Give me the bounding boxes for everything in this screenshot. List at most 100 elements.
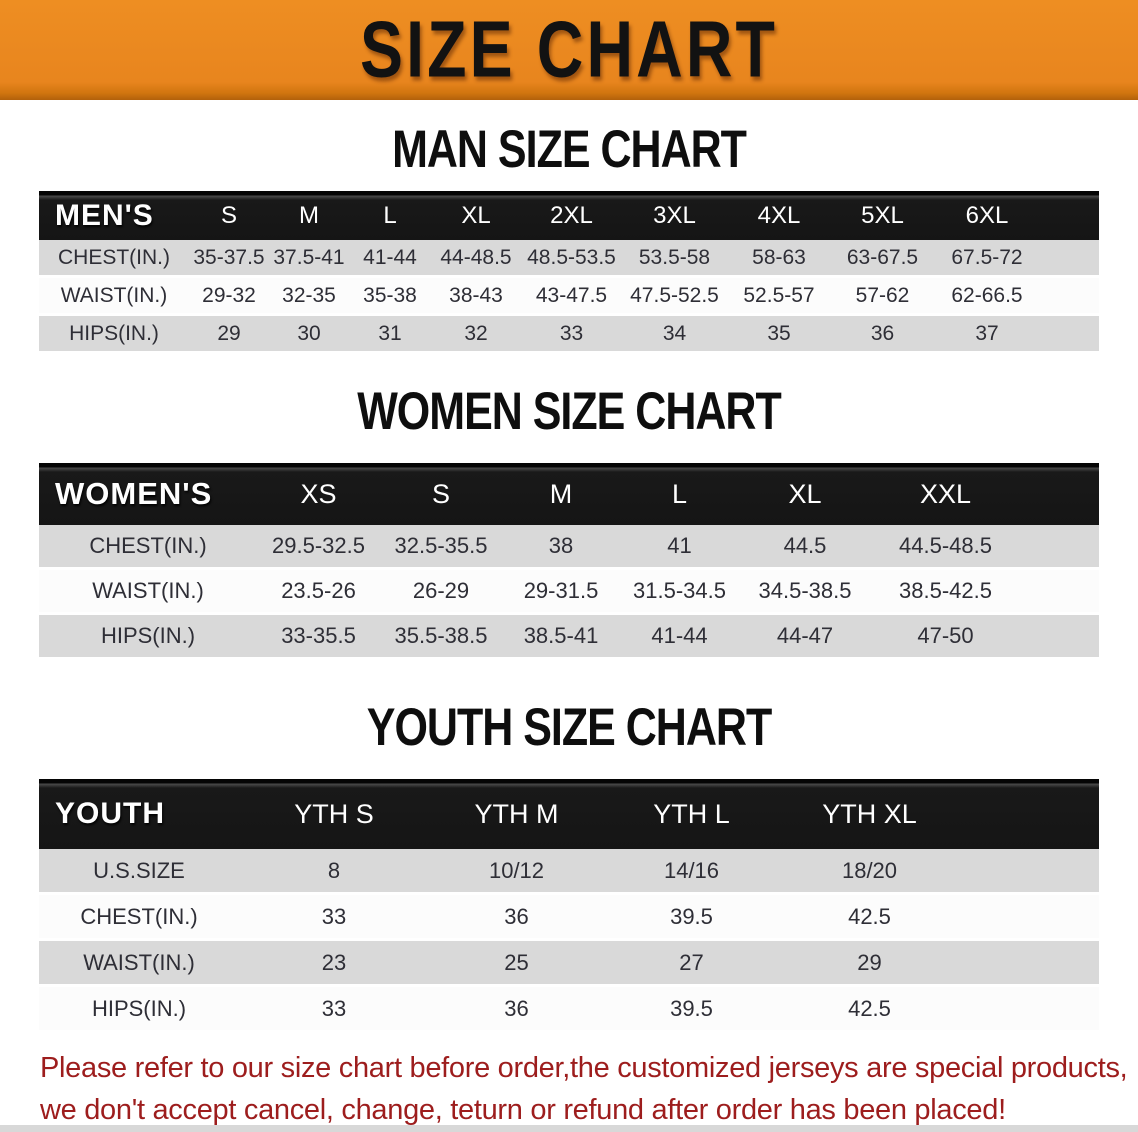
table-row: CHEST(IN.) 29.5-32.5 32.5-35.5 38 41 44.… [39, 525, 1099, 570]
table-row: HIPS(IN.) 33 36 39.5 42.5 [39, 985, 1099, 1033]
table-cell: 10/12 [429, 849, 604, 895]
table-cell: 29-32 [189, 276, 269, 316]
column-header: XS [257, 463, 380, 525]
size-chart-banner: SIZE CHART [0, 0, 1138, 100]
men-header-label: MEN'S [39, 191, 189, 240]
table-cell: 33-35.5 [257, 613, 380, 660]
women-size-table: WOMEN'S XS S M L XL XXL CHEST(IN.) 29.5-… [39, 463, 1099, 660]
table-cell: 30 [269, 314, 349, 354]
table-cell: 29.5-32.5 [257, 525, 380, 570]
table-row: WAIST(IN.) 23 25 27 29 [39, 939, 1099, 987]
table-row: CHEST(IN.) 33 36 39.5 42.5 [39, 893, 1099, 941]
column-header: XL [431, 191, 521, 240]
banner-title: SIZE CHART [359, 5, 779, 95]
table-cell: 25 [429, 939, 604, 987]
row-label: WAIST(IN.) [39, 568, 257, 615]
table-cell: 53.5-58 [622, 240, 727, 278]
table-cell: 32-35 [269, 276, 349, 316]
table-cell: 31 [349, 314, 431, 354]
table-row: WAIST(IN.) 23.5-26 26-29 29-31.5 31.5-34… [39, 568, 1099, 615]
table-cell: 29-31.5 [502, 568, 620, 615]
column-header: M [502, 463, 620, 525]
column-header: L [349, 191, 431, 240]
men-header-row: MEN'S S M L XL 2XL 3XL 4XL 5XL 6XL [39, 191, 1099, 240]
column-header: S [189, 191, 269, 240]
row-label: CHEST(IN.) [39, 240, 189, 278]
column-header: 6XL [934, 191, 1099, 240]
youth-section: YOUTH SIZE CHART [0, 699, 1138, 758]
column-header: 3XL [622, 191, 727, 240]
column-header: XXL [871, 463, 1099, 525]
table-cell: 33 [521, 314, 622, 354]
row-label: WAIST(IN.) [39, 939, 239, 987]
table-cell: 36 [429, 985, 604, 1033]
table-cell: 38 [502, 525, 620, 570]
table-cell: 32.5-35.5 [380, 525, 502, 570]
table-cell: 52.5-57 [727, 276, 831, 316]
table-cell: 57-62 [831, 276, 934, 316]
women-section: WOMEN SIZE CHART [0, 383, 1138, 442]
table-cell: 36 [831, 314, 934, 354]
youth-section-title: YOUTH SIZE CHART [366, 698, 772, 758]
table-cell: 29 [779, 939, 1099, 987]
column-header: XL [739, 463, 871, 525]
column-header: YTH XL [779, 779, 1099, 849]
table-row: U.S.SIZE 8 10/12 14/16 18/20 [39, 849, 1099, 895]
table-cell: 42.5 [779, 985, 1099, 1033]
table-cell: 37 [934, 314, 1099, 354]
table-cell: 18/20 [779, 849, 1099, 895]
table-row: HIPS(IN.) 33-35.5 35.5-38.5 38.5-41 41-4… [39, 613, 1099, 660]
table-cell: 35-37.5 [189, 240, 269, 278]
disclaimer-line-2: we don't accept cancel, change, teturn o… [40, 1094, 1006, 1126]
table-cell: 23.5-26 [257, 568, 380, 615]
youth-size-table: YOUTH YTH S YTH M YTH L YTH XL U.S.SIZE … [39, 779, 1099, 1033]
table-cell: 35-38 [349, 276, 431, 316]
table-cell: 67.5-72 [934, 240, 1099, 278]
disclaimer-line-1: Please refer to our size chart before or… [40, 1052, 1128, 1084]
table-cell: 58-63 [727, 240, 831, 278]
table-cell: 44-48.5 [431, 240, 521, 278]
men-section-title: MAN SIZE CHART [392, 120, 747, 180]
table-cell: 32 [431, 314, 521, 354]
column-header: 4XL [727, 191, 831, 240]
women-section-title: WOMEN SIZE CHART [357, 382, 782, 442]
men-section: MAN SIZE CHART [0, 121, 1138, 180]
youth-header-row: YOUTH YTH S YTH M YTH L YTH XL [39, 779, 1099, 849]
table-cell: 42.5 [779, 893, 1099, 941]
table-cell: 41-44 [620, 613, 739, 660]
table-cell: 37.5-41 [269, 240, 349, 278]
table-cell: 39.5 [604, 893, 779, 941]
table-cell: 44-47 [739, 613, 871, 660]
youth-header-label: YOUTH [39, 779, 239, 849]
table-cell: 23 [239, 939, 429, 987]
table-cell: 35 [727, 314, 831, 354]
row-label: HIPS(IN.) [39, 613, 257, 660]
column-header: S [380, 463, 502, 525]
row-label: CHEST(IN.) [39, 893, 239, 941]
column-header: M [269, 191, 349, 240]
table-row: WAIST(IN.) 29-32 32-35 35-38 38-43 43-47… [39, 276, 1099, 316]
table-cell: 47.5-52.5 [622, 276, 727, 316]
table-cell: 41 [620, 525, 739, 570]
column-header: YTH M [429, 779, 604, 849]
table-cell: 43-47.5 [521, 276, 622, 316]
table-cell: 47-50 [871, 613, 1099, 660]
table-cell: 35.5-38.5 [380, 613, 502, 660]
women-header-row: WOMEN'S XS S M L XL XXL [39, 463, 1099, 525]
table-cell: 31.5-34.5 [620, 568, 739, 615]
row-label: HIPS(IN.) [39, 314, 189, 354]
table-cell: 29 [189, 314, 269, 354]
table-cell: 34.5-38.5 [739, 568, 871, 615]
column-header: YTH L [604, 779, 779, 849]
table-cell: 41-44 [349, 240, 431, 278]
table-cell: 39.5 [604, 985, 779, 1033]
table-row: CHEST(IN.) 35-37.5 37.5-41 41-44 44-48.5… [39, 240, 1099, 278]
table-cell: 38-43 [431, 276, 521, 316]
bottom-edge-strip [0, 1125, 1138, 1132]
row-label: CHEST(IN.) [39, 525, 257, 570]
table-cell: 38.5-41 [502, 613, 620, 660]
column-header: 5XL [831, 191, 934, 240]
table-cell: 33 [239, 985, 429, 1033]
table-cell: 44.5-48.5 [871, 525, 1099, 570]
table-cell: 14/16 [604, 849, 779, 895]
